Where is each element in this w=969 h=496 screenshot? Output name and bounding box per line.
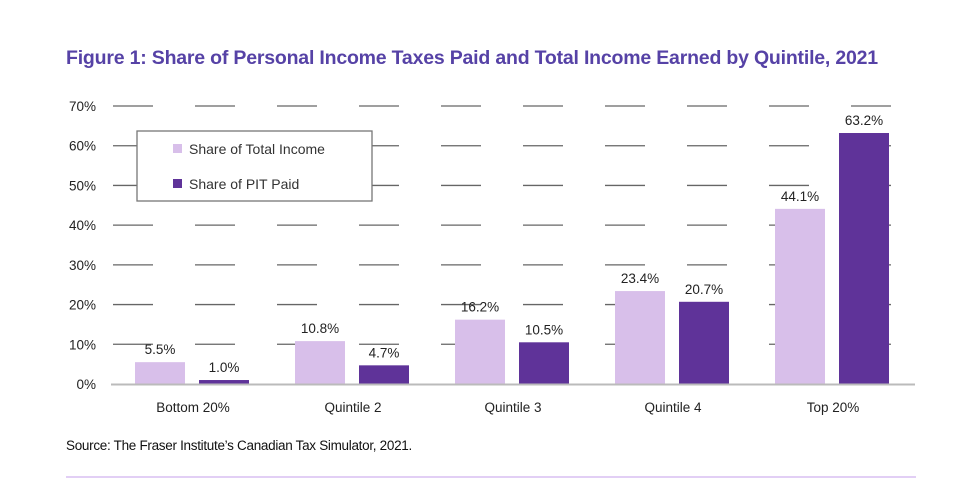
data-label: 10.5% <box>525 322 563 337</box>
legend-swatch <box>173 179 182 188</box>
data-label: 5.5% <box>145 342 176 357</box>
y-tick-label: 20% <box>69 298 96 313</box>
y-tick-label: 0% <box>76 377 96 392</box>
bar-total-income <box>615 291 665 384</box>
bar-total-income <box>775 208 825 384</box>
bar-total-income <box>295 341 345 384</box>
chart-title: Figure 1: Share of Personal Income Taxes… <box>66 47 878 69</box>
bar-pit-paid <box>519 342 569 384</box>
x-tick-label: Bottom 20% <box>156 400 230 415</box>
data-label: 16.2% <box>461 300 499 315</box>
bottom-divider <box>66 476 916 478</box>
y-tick-label: 30% <box>69 258 96 273</box>
data-label: 1.0% <box>209 360 240 375</box>
legend-label: Share of Total Income <box>189 141 325 157</box>
x-tick-label: Quintile 4 <box>644 400 702 415</box>
source-note: Source: The Fraser Institute’s Canadian … <box>66 438 412 453</box>
y-tick-label: 40% <box>69 218 96 233</box>
x-tick-label: Top 20% <box>807 400 860 415</box>
bar-pit-paid <box>679 301 729 384</box>
data-label: 23.4% <box>621 271 659 286</box>
data-label: 63.2% <box>845 113 883 128</box>
data-label: 10.8% <box>301 321 339 336</box>
y-tick-label: 10% <box>69 337 96 352</box>
x-tick-label: Quintile 3 <box>484 400 541 415</box>
bar-pit-paid <box>359 365 409 384</box>
bar-total-income <box>135 362 185 384</box>
legend-swatch <box>173 144 182 153</box>
data-label: 4.7% <box>369 345 400 360</box>
data-label: 44.1% <box>781 189 819 204</box>
bar-pit-paid <box>839 133 889 384</box>
bar-total-income <box>455 319 505 384</box>
y-tick-label: 70% <box>69 99 96 114</box>
legend-box <box>136 130 373 202</box>
data-label: 20.7% <box>685 282 723 297</box>
legend-label: Share of PIT Paid <box>189 176 299 192</box>
y-tick-label: 60% <box>69 139 96 154</box>
y-tick-label: 50% <box>69 178 96 193</box>
x-tick-label: Quintile 2 <box>324 400 381 415</box>
bar-pit-paid <box>199 380 249 384</box>
